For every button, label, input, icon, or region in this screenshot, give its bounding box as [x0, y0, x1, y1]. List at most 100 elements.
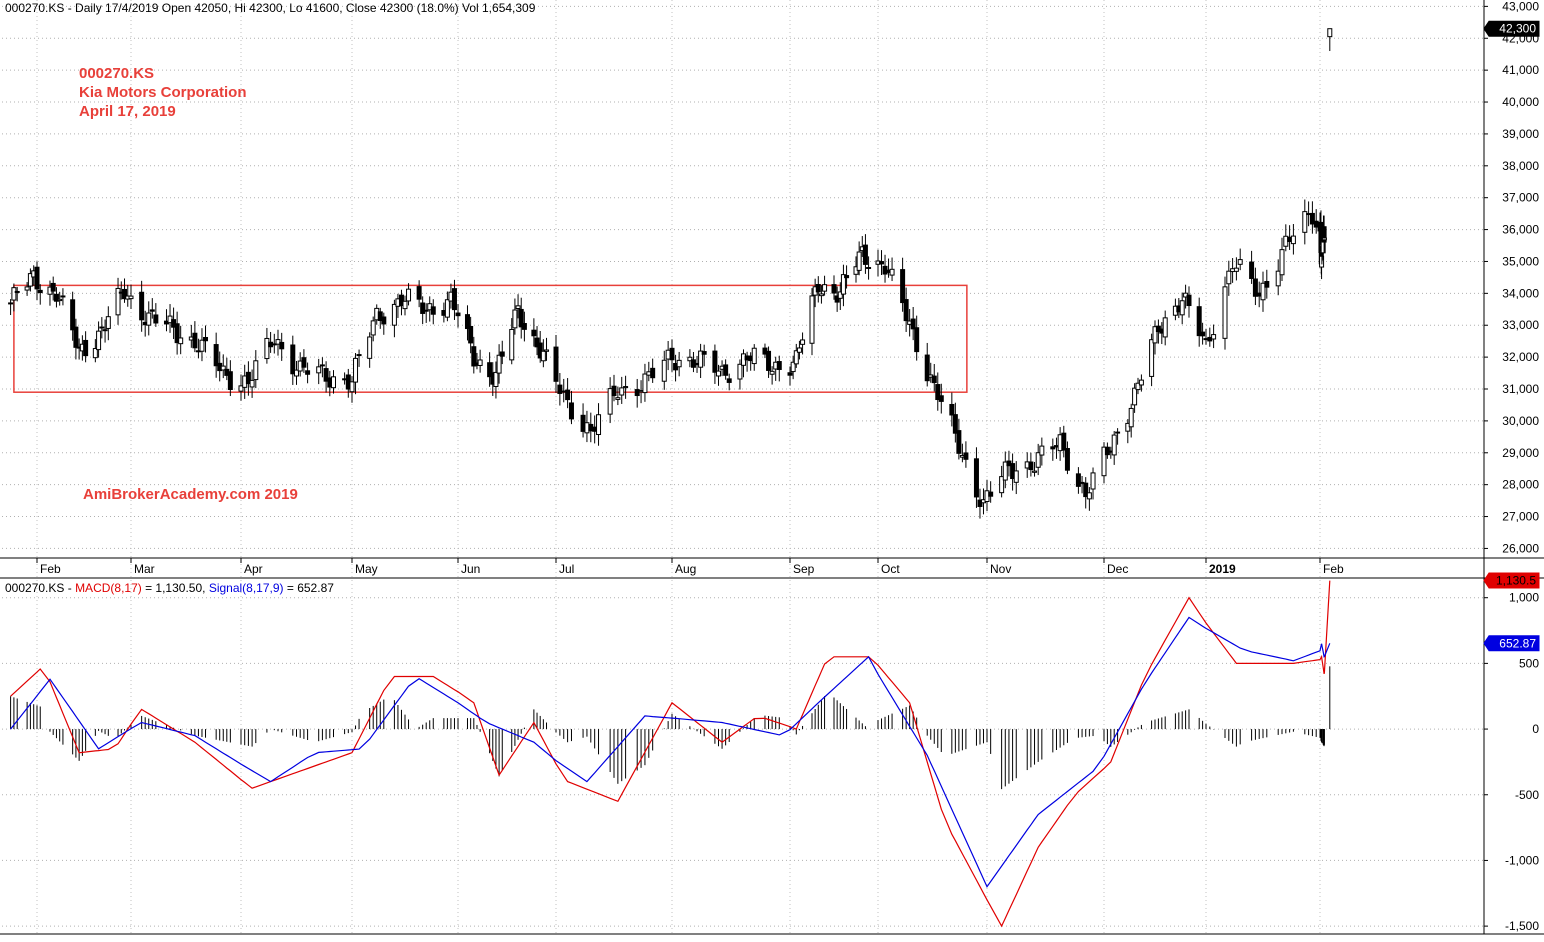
candle-body — [102, 329, 108, 332]
candle-body — [1035, 452, 1041, 468]
x-tick-label: Feb — [40, 562, 61, 576]
candle-body — [423, 309, 429, 312]
candle-body — [1309, 212, 1315, 225]
candle-body — [1260, 282, 1266, 301]
candle-body — [963, 452, 969, 460]
candle-body — [1101, 446, 1107, 477]
candle-body — [149, 309, 155, 312]
candle-body — [596, 414, 602, 436]
candle-body — [900, 269, 906, 304]
candle-body — [977, 499, 983, 507]
candle-body — [931, 375, 937, 384]
candle-body — [1152, 326, 1158, 344]
candle-body — [487, 362, 493, 378]
candle-body — [1050, 446, 1056, 450]
candle-body — [128, 295, 134, 300]
candle-body — [153, 314, 159, 324]
candle-body — [1302, 211, 1308, 233]
candle-body — [139, 291, 145, 321]
candle-body — [468, 325, 474, 344]
candle-body — [531, 329, 537, 337]
price-y-tick-label: 35,000 — [1502, 254, 1539, 268]
x-tick-label: Jul — [559, 562, 574, 576]
candle-body — [815, 284, 821, 293]
price-y-tick-label: 41,000 — [1502, 63, 1539, 77]
candle-body — [73, 326, 79, 348]
candle-body — [391, 303, 397, 326]
candle-body — [509, 328, 515, 361]
macd-header-prefix: 000270.KS - — [5, 581, 76, 595]
candle-body — [264, 337, 270, 360]
candle-body — [464, 314, 470, 330]
candle-body — [213, 344, 219, 367]
candle-body — [398, 294, 404, 307]
candle-body — [889, 268, 895, 276]
candle-body — [914, 327, 920, 353]
candle-body — [192, 332, 198, 349]
candle-body — [1196, 306, 1202, 337]
candle-body — [793, 350, 799, 365]
candle-body — [83, 339, 89, 357]
candle-body — [903, 299, 909, 322]
signal-header-label: Signal(8,17,9) — [208, 581, 284, 595]
candle-body — [840, 274, 846, 295]
candle-body — [301, 357, 307, 368]
candle-body — [1090, 472, 1096, 490]
candle-body — [1233, 267, 1239, 272]
candle-body — [27, 273, 33, 287]
price-y-tick-label: 31,000 — [1502, 382, 1539, 396]
candle-body — [279, 341, 285, 350]
macd-header-value: = 1,130.50, — [141, 581, 209, 595]
candle-body — [14, 290, 20, 293]
candle-body — [973, 458, 979, 498]
candle-body — [1313, 220, 1319, 228]
macd-header: 000270.KS - MACD(8,17) = 1,130.50, Signa… — [5, 581, 334, 595]
candle-body — [377, 311, 383, 322]
candle-body — [294, 369, 299, 377]
candle-body — [1321, 237, 1327, 241]
x-tick-label: Sep — [793, 562, 815, 576]
candle-body — [477, 359, 483, 366]
candle-body — [568, 402, 574, 420]
annotation-company: Kia Motors Corporation — [79, 84, 247, 101]
signal-last-badge-bg — [1483, 635, 1540, 652]
candle-body — [1013, 470, 1019, 483]
candle-body — [862, 244, 868, 265]
candle-body — [800, 339, 806, 345]
candle-body — [1028, 461, 1034, 471]
candle-body — [540, 350, 546, 362]
annotation-date: April 17, 2019 — [79, 103, 176, 120]
candle-body — [879, 261, 885, 265]
candle-body — [331, 376, 336, 389]
candle-body — [1252, 278, 1258, 297]
candle-body — [1327, 28, 1333, 38]
candle-body — [1264, 280, 1270, 288]
candle-body — [50, 282, 56, 292]
price-y-tick-label: 34,000 — [1502, 286, 1539, 300]
candle-body — [60, 295, 66, 298]
candle-body — [1200, 331, 1206, 337]
x-tick-label: 2019 — [1209, 562, 1236, 576]
candle-body — [790, 361, 796, 373]
candle-body — [367, 336, 373, 359]
candle-body — [723, 364, 729, 376]
candle-body — [203, 336, 209, 342]
candle-body — [1135, 382, 1141, 391]
x-tick-label: Dec — [1107, 562, 1128, 576]
candle-body — [611, 385, 617, 397]
candle-body — [37, 289, 43, 294]
candle-body — [521, 323, 527, 330]
candle-body — [496, 354, 502, 374]
candle-body — [323, 368, 329, 382]
candle-body — [444, 299, 450, 318]
candle-body — [305, 370, 311, 375]
candle-body — [715, 370, 721, 377]
candle-body — [818, 293, 824, 297]
price-y-tick-label: 33,000 — [1502, 318, 1539, 332]
candle-body — [1138, 379, 1144, 386]
candle-body — [796, 347, 802, 353]
price-y-tick-label: 38,000 — [1502, 159, 1539, 173]
macd-y-tick-label: 1,000 — [1509, 591, 1539, 605]
signal-last-badge: 652.87 — [1499, 636, 1536, 650]
candle-body — [766, 350, 772, 371]
